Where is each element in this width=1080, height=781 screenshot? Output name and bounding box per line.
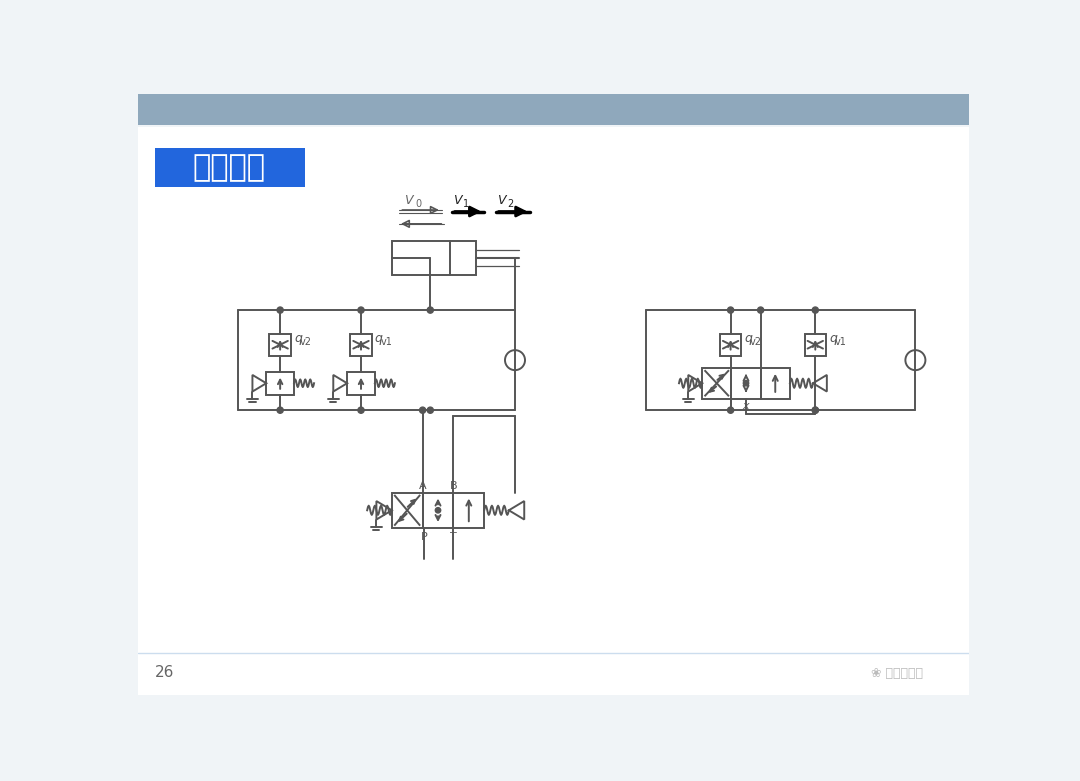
Circle shape	[428, 407, 433, 413]
Text: V: V	[453, 194, 461, 207]
Bar	[269, 334, 291, 355]
Text: P: P	[421, 533, 428, 542]
Circle shape	[728, 407, 733, 413]
Text: v2: v2	[750, 337, 761, 347]
Text: 1: 1	[463, 199, 470, 209]
Text: q: q	[744, 332, 753, 344]
Bar	[138, 94, 970, 124]
Text: 0: 0	[415, 199, 421, 209]
Text: v1: v1	[380, 337, 392, 347]
Bar	[454, 493, 484, 528]
Text: V: V	[497, 194, 505, 207]
Bar	[392, 493, 422, 528]
Bar	[267, 372, 294, 394]
Text: A: A	[419, 481, 427, 490]
Text: V: V	[405, 194, 413, 207]
Bar	[702, 368, 731, 398]
Circle shape	[812, 407, 819, 413]
Text: B: B	[449, 481, 457, 490]
Bar	[805, 334, 826, 355]
Circle shape	[278, 407, 283, 413]
Text: x: x	[743, 401, 750, 412]
Bar	[350, 334, 372, 355]
Text: 26: 26	[154, 665, 174, 679]
Bar	[731, 368, 760, 398]
Text: T: T	[450, 533, 457, 542]
Bar	[760, 368, 789, 398]
Circle shape	[757, 307, 764, 313]
Circle shape	[812, 307, 819, 313]
Circle shape	[743, 380, 748, 386]
Bar	[347, 372, 375, 394]
Circle shape	[812, 407, 819, 413]
Text: v2: v2	[299, 337, 311, 347]
Text: q: q	[375, 332, 382, 344]
Text: ❀ 液压那些事: ❀ 液压那些事	[872, 667, 923, 679]
Text: q: q	[829, 332, 837, 344]
Circle shape	[357, 407, 364, 413]
Circle shape	[357, 307, 364, 313]
Bar	[392, 241, 476, 276]
Bar	[719, 334, 741, 355]
Text: 2: 2	[508, 199, 514, 209]
Circle shape	[428, 307, 433, 313]
Circle shape	[728, 307, 733, 313]
Circle shape	[419, 407, 426, 413]
Bar	[154, 148, 305, 187]
Circle shape	[435, 508, 441, 513]
Text: v1: v1	[835, 337, 847, 347]
Circle shape	[278, 307, 283, 313]
Bar	[422, 493, 454, 528]
Text: q: q	[294, 332, 302, 344]
Text: 调速回路: 调速回路	[193, 153, 266, 182]
